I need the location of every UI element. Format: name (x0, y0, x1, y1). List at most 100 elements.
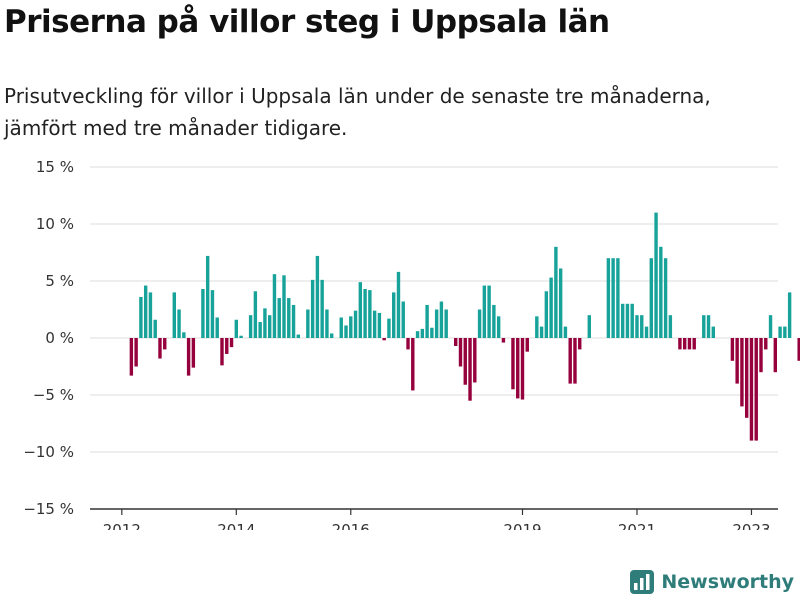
bar-positive (315, 255, 320, 338)
bar-positive (625, 303, 630, 338)
bar-negative (134, 338, 138, 367)
bar-positive (702, 315, 706, 338)
bar-negative (525, 338, 529, 352)
bar-positive (539, 326, 544, 338)
bar-positive (563, 326, 568, 338)
bar-positive (153, 319, 157, 338)
bar-negative (759, 338, 763, 373)
bar-negative (229, 338, 234, 348)
bar-positive (535, 316, 539, 338)
x-tick-label: 2012 (103, 521, 141, 530)
bar-negative (501, 338, 506, 343)
bar-positive (487, 285, 491, 338)
bar-positive (172, 292, 176, 338)
chart-subtitle: Prisutveckling för villor i Uppsala län … (4, 84, 711, 140)
bar-positive (554, 246, 558, 338)
bar-positive (606, 258, 611, 338)
bar-negative (458, 338, 463, 367)
bar-positive (349, 316, 353, 338)
y-tick-label: 5 % (45, 272, 74, 290)
bar-negative (773, 338, 778, 373)
bar-positive (277, 298, 281, 338)
bar-chart-logo-icon (630, 570, 655, 594)
bar-negative (744, 338, 749, 418)
bar-positive (663, 258, 668, 338)
bar-positive (644, 326, 649, 338)
bar-chart: 15 % 10 % 5 % 0 % −5 % −10 % −15 % 2012 2014 2016… (23, 158, 800, 530)
bar-positive (272, 274, 277, 338)
bar-negative (516, 338, 520, 399)
bar-positive (425, 304, 429, 338)
bar-negative (473, 338, 477, 383)
x-tick-label: 2016 (332, 521, 370, 530)
bar-positive (372, 310, 377, 338)
bar-negative (764, 338, 768, 350)
bar-positive (182, 332, 186, 338)
bar-positive (477, 309, 482, 338)
bar-positive (768, 315, 773, 338)
bar-positive (363, 288, 367, 338)
bar-positive (706, 315, 711, 338)
bar-positive (177, 309, 181, 338)
bar-positive (353, 310, 358, 338)
bar-positive (401, 301, 405, 338)
bar-positive (611, 258, 615, 338)
bar-positive (248, 315, 253, 338)
bar-negative (163, 338, 167, 350)
bar-positive (444, 309, 448, 338)
bar-positive (210, 290, 215, 338)
bar-positive (325, 309, 329, 338)
bar-negative (735, 338, 739, 384)
bar-positive (635, 315, 639, 338)
bar-negative (682, 338, 687, 350)
bar-negative (687, 338, 692, 350)
bar-positive (396, 271, 401, 338)
bar-positive (291, 304, 296, 338)
bar-positive (368, 290, 372, 338)
bar-positive (320, 279, 324, 338)
bar-negative (754, 338, 758, 441)
bar-negative (186, 338, 191, 376)
bar-negative (740, 338, 744, 407)
y-tick-label: −5 % (33, 386, 74, 404)
bar-positive (392, 292, 396, 338)
bar-negative (411, 338, 415, 391)
bar-negative (463, 338, 467, 385)
x-tick-label: 2023 (732, 521, 770, 530)
bar-negative (797, 338, 800, 361)
bar-positive (492, 304, 496, 338)
bar-negative (454, 338, 458, 346)
bar-positive (439, 301, 444, 338)
bar-positive (205, 255, 210, 338)
bar-positive (587, 315, 591, 338)
bar-positive (711, 326, 715, 338)
bar-positive (496, 316, 501, 338)
x-tick-label: 2021 (618, 521, 656, 530)
bar-positive (377, 312, 382, 338)
bar-positive (263, 308, 267, 338)
y-tick-label: −10 % (23, 443, 74, 461)
bar-positive (201, 288, 205, 338)
bar-positive (659, 246, 663, 338)
bar-negative (573, 338, 577, 384)
bar-negative (225, 338, 229, 354)
bar-positive (344, 325, 348, 338)
bar-positive (787, 292, 792, 338)
bar-positive (558, 268, 563, 338)
bar-positive (306, 309, 310, 338)
bar-positive (234, 319, 238, 338)
bar-positive (630, 303, 634, 338)
x-tick-label: 2014 (217, 521, 255, 530)
bar-positive (287, 298, 291, 338)
bar-negative (191, 338, 196, 368)
bar-negative (568, 338, 572, 384)
bar-negative (511, 338, 515, 390)
bar-negative (406, 338, 410, 350)
bar-positive (330, 333, 334, 338)
bar-negative (468, 338, 472, 401)
bar-negative (520, 338, 525, 400)
bar-positive (415, 331, 420, 338)
bar-positive (387, 318, 391, 338)
bar-positive (544, 291, 549, 338)
y-tick-label: 0 % (45, 329, 74, 347)
